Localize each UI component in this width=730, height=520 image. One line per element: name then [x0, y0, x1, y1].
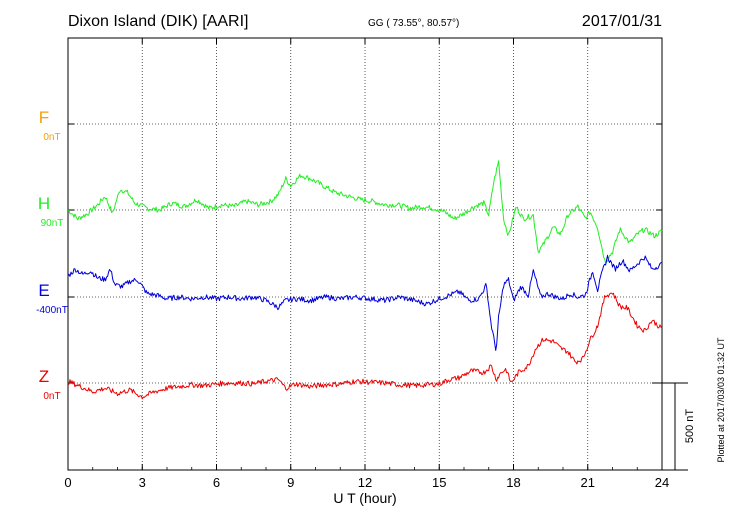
station-title: Dixon Island (DIK) [AARI]	[68, 13, 249, 30]
scale-bar-label: 500 nT	[684, 409, 696, 444]
x-tick-label: 9	[287, 475, 294, 490]
series-baseline-h: 90nT	[41, 218, 64, 229]
series-layer	[67, 160, 663, 400]
x-tick-label: 21	[581, 475, 595, 490]
x-tick-label: 24	[655, 475, 669, 490]
coordinates-label: GG ( 73.55°, 80.57°)	[368, 18, 459, 29]
x-tick-label: 0	[64, 475, 71, 490]
series-label-e: E	[38, 281, 49, 300]
x-tick-label: 6	[213, 475, 220, 490]
series-line-h	[67, 160, 663, 264]
grid-lines	[68, 38, 662, 470]
series-baseline-z: 0nT	[43, 391, 60, 402]
series-baseline-e: -400nT	[36, 305, 68, 316]
series-label-z: Z	[39, 367, 49, 386]
series-label-f: F	[39, 108, 49, 127]
series-labels: F 0nT H 90nT E -400nT Z 0nT	[36, 108, 68, 402]
x-tick-label: 18	[506, 475, 520, 490]
plotted-timestamp: Plotted at 2017/03/03 01:32 UT	[716, 337, 726, 463]
date-label: 2017/01/31	[582, 13, 662, 30]
series-baseline-f: 0nT	[43, 132, 60, 143]
series-line-z	[67, 292, 663, 400]
x-tick-label: 12	[358, 475, 372, 490]
series-line-e	[67, 254, 663, 351]
x-tick-label: 3	[139, 475, 146, 490]
x-tick-label: 15	[432, 475, 446, 490]
x-axis-label: U T (hour)	[333, 490, 396, 506]
x-axis-ticks: 0 3 6 9 12 15 18 21 24	[64, 38, 669, 490]
series-label-h: H	[38, 194, 50, 213]
scale-bar: 500 nT	[652, 382, 696, 471]
